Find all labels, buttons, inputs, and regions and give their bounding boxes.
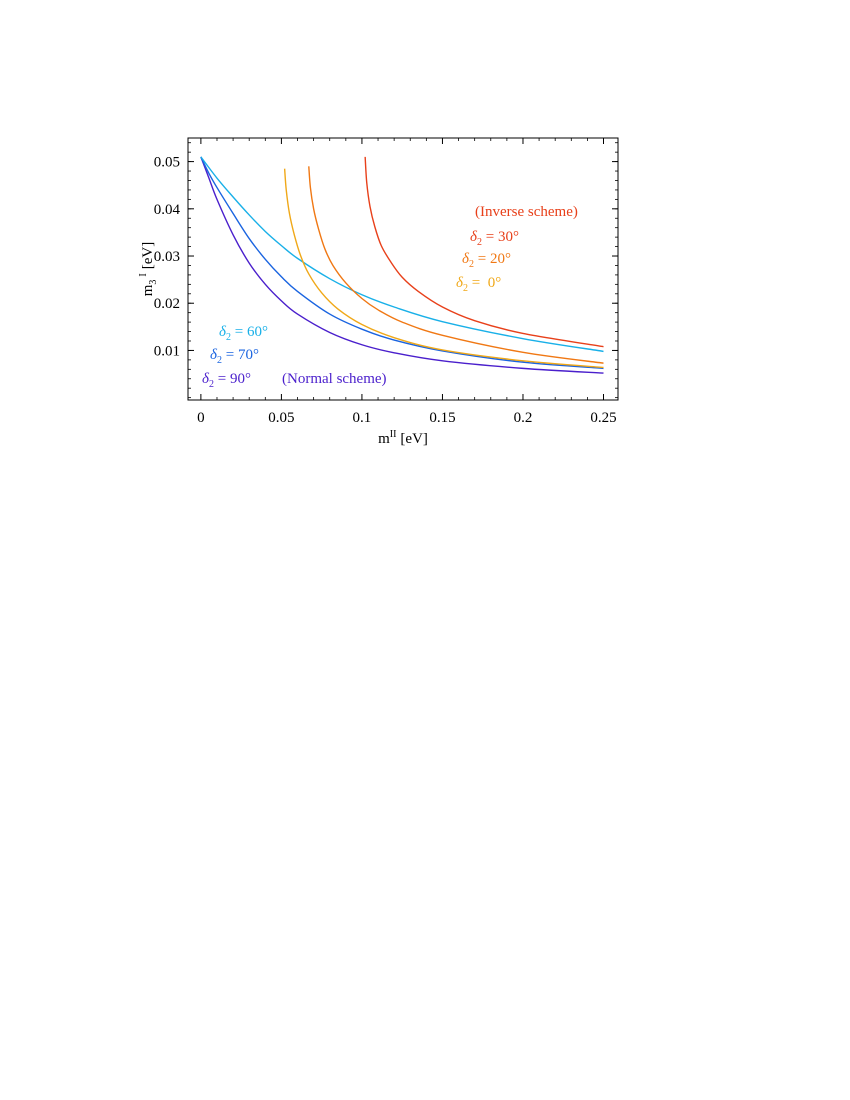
tick-labels: 0 0.05 0.1 0.15 0.2 0.25 0.01 0.02 0.03 0.04 0.05: [154, 155, 617, 426]
series-line-1: [200, 156, 604, 370]
y-tick-label: 0.02: [154, 296, 180, 312]
series-line-2: [200, 156, 604, 353]
y-tick-label: 0.01: [154, 343, 180, 359]
x-tick-label: 0.1: [353, 410, 372, 426]
series-line-3: [283, 168, 604, 369]
annotation-delta-70: δ2 = 70°: [210, 347, 259, 366]
x-tick-label: 0.2: [514, 410, 533, 426]
series-line-5: [364, 156, 604, 348]
annotation-delta-60: δ2 = 60°: [219, 324, 268, 343]
plot-frame: [187, 137, 619, 401]
y-tick-label: 0.04: [154, 202, 181, 218]
x-tick-label: 0.05: [268, 410, 294, 426]
x-tick-label: 0.25: [590, 410, 616, 426]
x-tick-label: 0.15: [429, 410, 455, 426]
annotation-normal-scheme: (Normal scheme): [282, 371, 387, 387]
series-line-4: [308, 166, 604, 364]
y-tick-label: 0.03: [154, 249, 180, 265]
axis-ticks: [188, 138, 618, 400]
annotation-delta-30: δ2 = 30°: [470, 229, 519, 248]
y-tick-label: 0.05: [154, 155, 180, 171]
annotation-delta-90: δ2 = 90°: [202, 371, 251, 390]
x-tick-label: 0: [197, 410, 205, 426]
x-axis-label: mII [eV]: [378, 429, 428, 447]
series-lines: [200, 156, 604, 374]
y-axis-label: m3I[eV]: [138, 242, 159, 297]
annotation-delta-0: δ2 = 0°: [456, 275, 501, 294]
annotation-inverse-scheme: (Inverse scheme): [475, 204, 578, 220]
series-line-0: [200, 156, 604, 374]
annotation-delta-20: δ2 = 20°: [462, 251, 511, 270]
